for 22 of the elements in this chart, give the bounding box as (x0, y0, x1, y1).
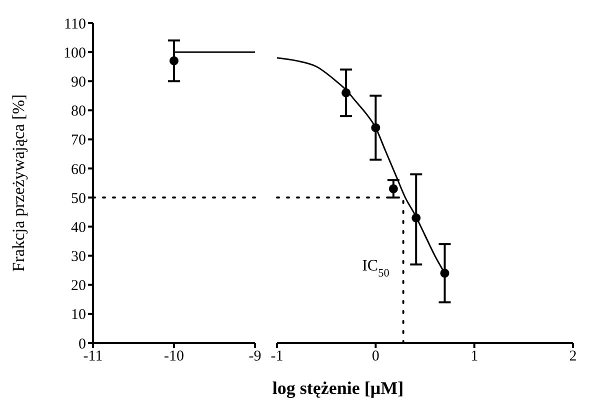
x-tick-label: -1 (270, 348, 284, 365)
y-tick-label: 50 (71, 190, 86, 207)
y-tick-label: 70 (71, 132, 86, 149)
x-tick-label: 1 (470, 348, 478, 365)
y-tick-label: 30 (71, 249, 86, 266)
x-tick-label: 0 (372, 348, 380, 365)
ref-line-label: IC$_{50}$ (362, 257, 390, 280)
y-tick-label: 40 (71, 220, 86, 236)
y-tick-label: 10 (71, 307, 86, 324)
y-tick-label: 80 (71, 104, 86, 120)
y-axis-title: Frakcja przeżywająca [%] (9, 94, 28, 272)
y-tick-label: 0 (78, 336, 86, 352)
y-tick-label: 100 (64, 45, 86, 62)
x-tick-label: 2 (569, 348, 577, 365)
x-tick-label: -11 (83, 348, 103, 365)
x-axis-title: log stężenie [μM] (271, 378, 405, 399)
y-tick-label: 20 (71, 278, 86, 294)
y-tick-label: 90 (71, 74, 86, 91)
x-tick-label: -10 (164, 348, 184, 365)
y-tick-label: 110 (64, 16, 86, 32)
x-tick-label: -9 (248, 348, 262, 365)
y-tick-label: 60 (71, 162, 86, 178)
